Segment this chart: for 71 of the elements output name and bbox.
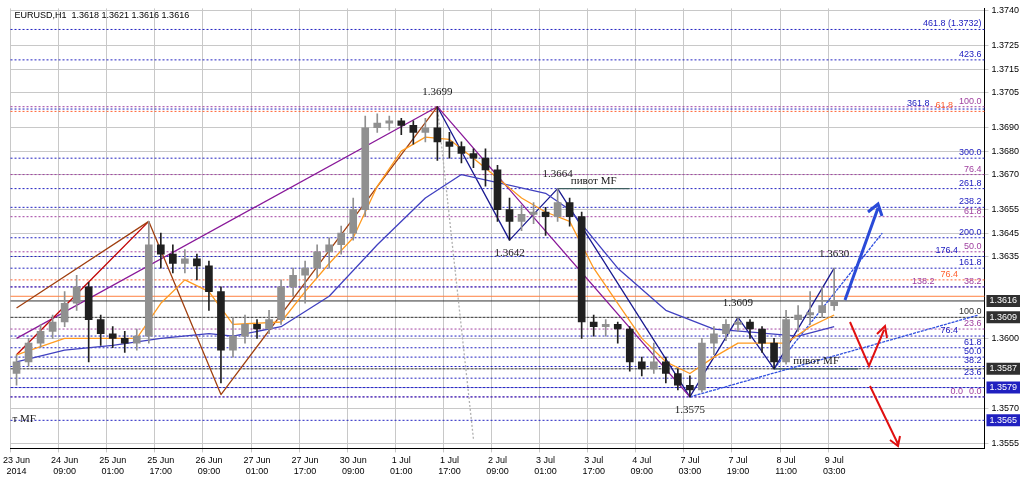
x-tick-label: 24 Jun 09:00 [51, 455, 79, 477]
annotation: 61.8 [963, 336, 982, 347]
y-tick-label: 1.3600 [991, 332, 1019, 343]
x-tick-label: 7 Jul 19:00 [726, 455, 750, 477]
annotation: 61.8 [963, 205, 982, 216]
annotation: 38.2 [963, 275, 982, 286]
x-tick-label: 3 Jul 17:00 [582, 455, 605, 477]
y-tick-label: 1.3555 [991, 438, 1019, 449]
x-tick-label: 9 Jul 03:00 [822, 455, 846, 477]
x-tick-label: 1 Jul 17:00 [438, 455, 461, 477]
ref-line-label: 1.3609 [989, 311, 1017, 322]
y-tick-label: 1.3705 [991, 87, 1019, 98]
annotation: 200.0 [958, 226, 982, 237]
x-tick-label: 27 Jun 01:00 [243, 455, 271, 477]
annotation: 61.8 [935, 100, 953, 111]
chart-title: EURUSD,H1 1.3618 1.3621 1.3616 1.3616 [14, 10, 190, 21]
ref-line-label: 1.3565 [989, 414, 1017, 425]
annotation: 76.4 [940, 325, 958, 336]
annotation: 76.4 [940, 268, 958, 279]
annotation: 1.3609 [722, 295, 754, 308]
x-tick-label: 27 Jun 17:00 [291, 455, 319, 477]
annotation: 1.3630 [819, 246, 850, 259]
x-tick-label: 25 Jun 01:00 [99, 455, 127, 477]
annotation: 138.2 [911, 275, 935, 286]
annotation: 100.0 [958, 306, 982, 317]
annotation: 50.0 [963, 240, 982, 251]
x-tick-label: 4 Jul 09:00 [630, 455, 654, 477]
annotation: т MF [12, 411, 36, 424]
annotation: 1.3575 [674, 403, 706, 416]
annotation: 361.8 [906, 98, 930, 109]
annotation: 1.3664 [542, 167, 574, 179]
annotation: 0.0 [950, 385, 963, 396]
annotation: 176.4 [935, 245, 958, 256]
annotation: 423.6 [958, 48, 982, 59]
y-tick-label: 1.3690 [991, 122, 1019, 133]
annotation: 238.2 [958, 196, 982, 207]
annotation: 261.8 [958, 177, 982, 188]
x-tick-label: 26 Jun 09:00 [195, 455, 223, 477]
annotation: 76.4 [963, 163, 982, 174]
y-tick-label: 1.3635 [991, 250, 1019, 261]
y-tick-label: 1.3645 [991, 227, 1019, 238]
annotation: 300.0 [958, 147, 982, 158]
annotation: 100.0 [958, 95, 982, 106]
x-tick-label: 30 Jun 09:00 [339, 455, 367, 477]
ref-line-label: 1.3616 [989, 295, 1017, 306]
annotation: 0.0 [968, 385, 982, 396]
x-tick-label: 8 Jul 11:00 [775, 455, 798, 477]
y-tick-label: 1.3570 [991, 403, 1019, 414]
x-tick-label: 1 Jul 01:00 [390, 455, 413, 477]
y-tick-label: 1.3670 [991, 169, 1019, 180]
ref-line-label: 1.3579 [989, 382, 1017, 393]
y-tick-label: 1.3680 [991, 145, 1019, 156]
annotation: 1.3699 [422, 85, 453, 98]
annotation: 50.0 [963, 346, 982, 357]
x-tick-label: 2 Jul 09:00 [486, 455, 509, 477]
annotation: 38.2 [963, 355, 982, 366]
x-tick-label: 3 Jul 01:00 [534, 455, 557, 477]
annotation: 1.3642 [494, 246, 525, 259]
annotation: 23.6 [963, 318, 982, 329]
ref-line-label: 1.3587 [989, 363, 1017, 374]
x-tick-label: 7 Jul 03:00 [678, 455, 702, 477]
y-tick-label: 1.3725 [991, 40, 1019, 51]
y-tick-label: 1.3655 [991, 204, 1019, 215]
annotation: пивот MF [793, 354, 839, 367]
y-tick-label: 1.3715 [991, 63, 1019, 74]
y-tick-label: 1.3740 [991, 5, 1019, 16]
x-tick-label: 25 Jun 17:00 [147, 455, 175, 477]
annotation: 161.8 [958, 257, 982, 268]
annotation: 23.6 [963, 367, 982, 378]
x-tick-label: 23 Jun 2014 [3, 455, 31, 477]
annotation: 461.8 (1.3732) [922, 18, 982, 29]
